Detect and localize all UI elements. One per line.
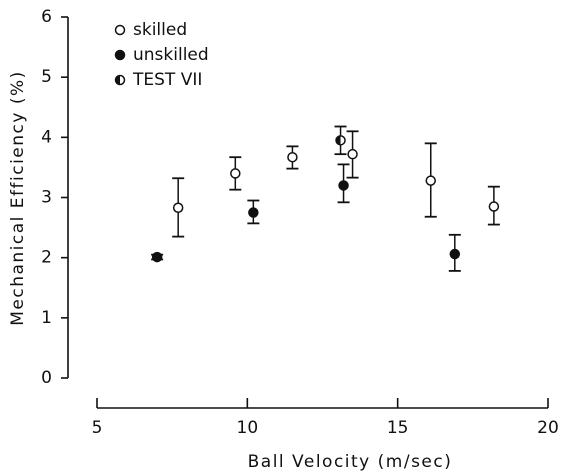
marker — [172, 202, 184, 213]
y-tick-label: 0 — [41, 368, 52, 388]
marker — [488, 201, 500, 212]
x-tick-label: 20 — [537, 418, 559, 438]
marker — [338, 180, 349, 191]
y-tick-label: 5 — [41, 67, 52, 87]
marker — [248, 207, 259, 218]
marker — [114, 49, 126, 61]
y-tick-label: 2 — [41, 248, 52, 268]
x-tick-label: 15 — [387, 418, 409, 438]
marker-half — [115, 75, 120, 85]
y-tick-label: 1 — [41, 308, 52, 328]
marker — [449, 248, 461, 260]
y-tick-label: 4 — [41, 127, 52, 147]
legend-label: skilled — [133, 20, 187, 40]
marker — [151, 251, 163, 263]
marker — [287, 151, 298, 163]
y-tick-label: 6 — [41, 7, 52, 27]
legend-label: unskilled — [133, 45, 209, 65]
marker — [230, 168, 241, 179]
marker — [425, 175, 436, 186]
marker — [347, 148, 358, 160]
legend-label: TEST VII — [132, 70, 202, 90]
x-tick-label: 10 — [237, 418, 259, 438]
y-tick-label: 3 — [41, 188, 52, 208]
marker — [114, 24, 126, 36]
x-axis-label: Ball Velocity (m/sec) — [248, 452, 453, 472]
y-axis-label: Mechanical Efficiency (%) — [8, 70, 28, 326]
marker-half — [336, 135, 341, 145]
x-tick-label: 5 — [92, 418, 103, 438]
